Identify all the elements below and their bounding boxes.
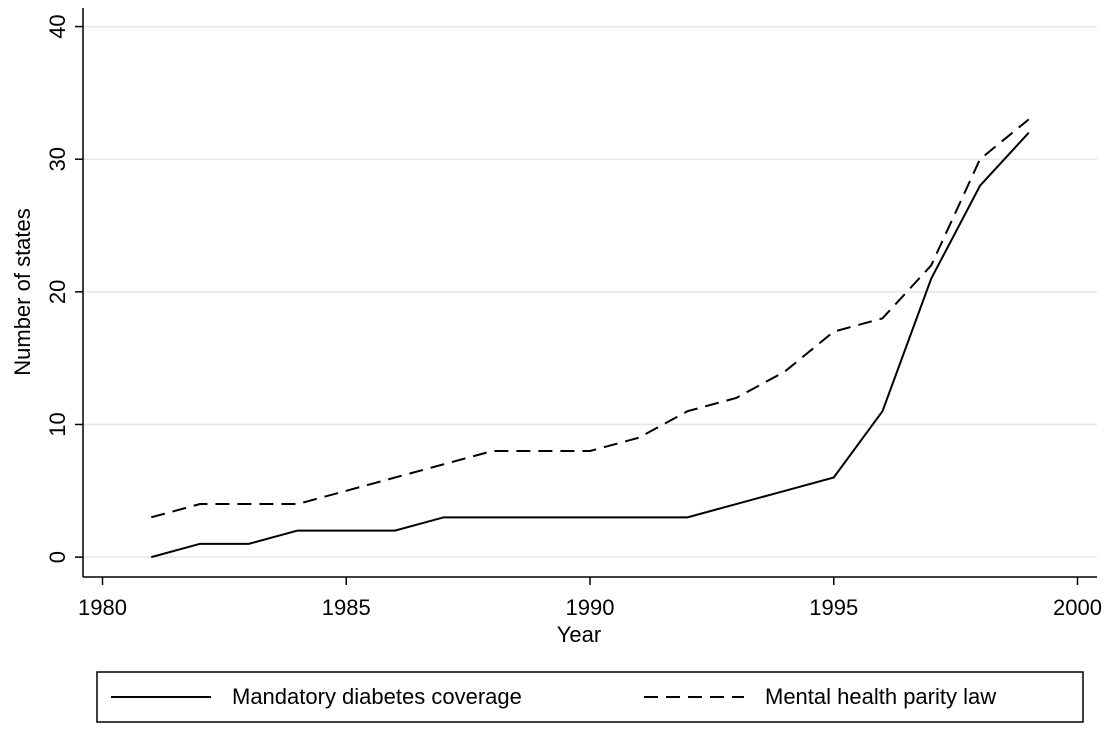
- data-line: [150, 118, 1030, 519]
- legend-label: Mandatory diabetes coverage: [232, 684, 522, 709]
- x-axis-label: Year: [557, 622, 601, 647]
- y-tick-label: 10: [45, 412, 70, 436]
- x-tick-label: 1980: [78, 595, 127, 620]
- y-axis-label: Number of states: [10, 208, 35, 376]
- legend-label: Mental health parity law: [765, 684, 996, 709]
- y-tick-label: 20: [45, 280, 70, 304]
- x-tick-label: 1995: [809, 595, 858, 620]
- legend-box: [96, 671, 1084, 723]
- x-tick-label: 2000: [1053, 595, 1102, 620]
- y-tick-label: 0: [45, 551, 70, 563]
- y-tick-label: 30: [45, 147, 70, 171]
- x-tick-label: 1985: [322, 595, 371, 620]
- y-tick-label: 40: [45, 14, 70, 38]
- data-line: [150, 131, 1030, 559]
- x-tick-label: 1990: [566, 595, 615, 620]
